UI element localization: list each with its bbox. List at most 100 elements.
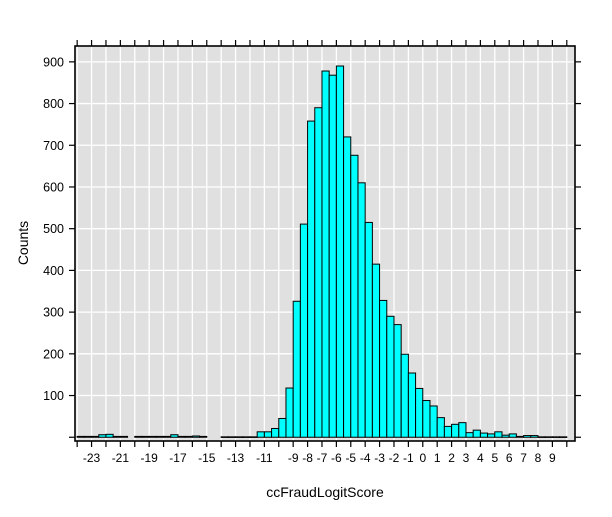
histogram-bar — [328, 74, 337, 438]
histogram-bar — [501, 434, 510, 438]
histogram-bar — [242, 436, 251, 438]
x-tick-label: 4 — [477, 451, 484, 465]
x-tick-label: -15 — [198, 451, 216, 465]
histogram-bar — [494, 431, 503, 438]
histogram-bar — [148, 435, 157, 438]
x-tick-label: -6 — [331, 451, 342, 465]
histogram-bar — [386, 315, 395, 438]
histogram-bar — [163, 435, 172, 438]
histogram-bar — [91, 435, 100, 438]
x-tick-label: -4 — [360, 451, 371, 465]
histogram-bar — [119, 435, 129, 438]
histogram-bar — [271, 427, 280, 438]
x-tick-label: -21 — [112, 451, 130, 465]
x-tick-label: 5 — [491, 451, 498, 465]
histogram-bar — [98, 434, 107, 438]
histogram-bar — [479, 432, 489, 438]
x-tick-label: -11 — [256, 451, 273, 465]
histogram-bar — [379, 299, 388, 438]
histogram-bar — [343, 136, 352, 438]
y-tick-label: 500 — [43, 222, 64, 236]
y-tick-label: 200 — [43, 347, 64, 361]
y-tick-label: 100 — [43, 389, 64, 403]
histogram-bar — [191, 435, 201, 438]
histogram-bar — [256, 431, 265, 438]
histogram-bar — [523, 435, 532, 438]
histogram-bar — [170, 434, 179, 438]
x-tick-label: 2 — [448, 451, 455, 465]
histogram-bar — [350, 154, 359, 438]
histogram-bar — [335, 65, 345, 438]
histogram-bar — [429, 405, 438, 438]
histogram-bar — [364, 221, 373, 438]
histogram-bar — [487, 433, 496, 438]
histogram-bar — [537, 436, 546, 438]
x-tick-label: -1 — [403, 451, 414, 465]
histogram-bar — [508, 433, 517, 438]
x-tick-label: 0 — [419, 451, 426, 465]
histogram-bar — [235, 436, 244, 438]
histogram-bar — [551, 436, 561, 438]
y-tick-label: 800 — [43, 97, 64, 111]
histogram-bar — [357, 182, 366, 438]
histogram-bar — [443, 425, 453, 438]
x-tick-label: -2 — [389, 451, 400, 465]
histogram-bar — [105, 433, 114, 438]
histogram-bar — [393, 324, 402, 438]
x-tick-label: 8 — [535, 451, 542, 465]
histogram-bar — [465, 432, 474, 438]
y-axis-title: Counts — [15, 220, 31, 266]
x-tick-label: 1 — [434, 451, 441, 465]
y-tick-label: 400 — [43, 264, 64, 278]
histogram-bar — [249, 436, 258, 438]
x-tick-label: -3 — [374, 451, 385, 465]
x-tick-label: 7 — [520, 451, 527, 465]
x-tick-label: -19 — [140, 451, 158, 465]
histogram-bar — [292, 300, 301, 438]
x-tick-label: 3 — [463, 451, 470, 465]
x-tick-label: 6 — [506, 451, 513, 465]
y-tick-label: 300 — [43, 306, 64, 320]
histogram-bar — [415, 387, 424, 438]
histogram-bar — [299, 223, 309, 438]
histogram-bar — [422, 400, 431, 438]
histogram-bar — [559, 436, 568, 438]
histogram-bar — [285, 387, 294, 438]
histogram-bar — [112, 435, 121, 438]
x-tick-label: -23 — [83, 451, 101, 465]
histogram-bar — [515, 435, 525, 438]
histogram-bar — [141, 435, 150, 438]
x-tick-label: -13 — [227, 451, 245, 465]
y-tick-label: 600 — [43, 180, 64, 194]
histogram-bar — [278, 417, 287, 438]
x-tick-label: -5 — [345, 451, 356, 465]
y-tick-label: 900 — [43, 55, 64, 69]
plot-frame — [74, 45, 576, 442]
histogram-bar — [134, 435, 143, 438]
histogram-bar — [76, 435, 85, 438]
histogram-bar — [220, 436, 229, 438]
histogram-bar — [321, 70, 330, 438]
histogram-bar — [544, 436, 553, 438]
histogram-bar — [407, 372, 417, 438]
x-tick-label: -8 — [302, 451, 313, 465]
y-tick-label: 700 — [43, 139, 64, 153]
histogram-bar — [184, 435, 193, 438]
histogram-bar — [307, 120, 316, 438]
histogram-bar — [314, 107, 323, 438]
histogram-bar — [472, 429, 481, 438]
histogram-bar — [155, 435, 165, 438]
histogram-bar — [199, 435, 208, 438]
histogram-bar — [177, 435, 186, 438]
x-tick-label: -9 — [288, 451, 299, 465]
x-tick-label: 9 — [549, 451, 556, 465]
histogram-bar — [263, 431, 273, 438]
histogram-bar — [371, 263, 381, 438]
x-axis-title: ccFraudLogitScore — [266, 484, 384, 500]
histogram-bar — [458, 422, 467, 438]
histogram-bar — [451, 423, 460, 438]
histogram-bar — [436, 417, 445, 438]
histogram-bar — [400, 353, 409, 438]
